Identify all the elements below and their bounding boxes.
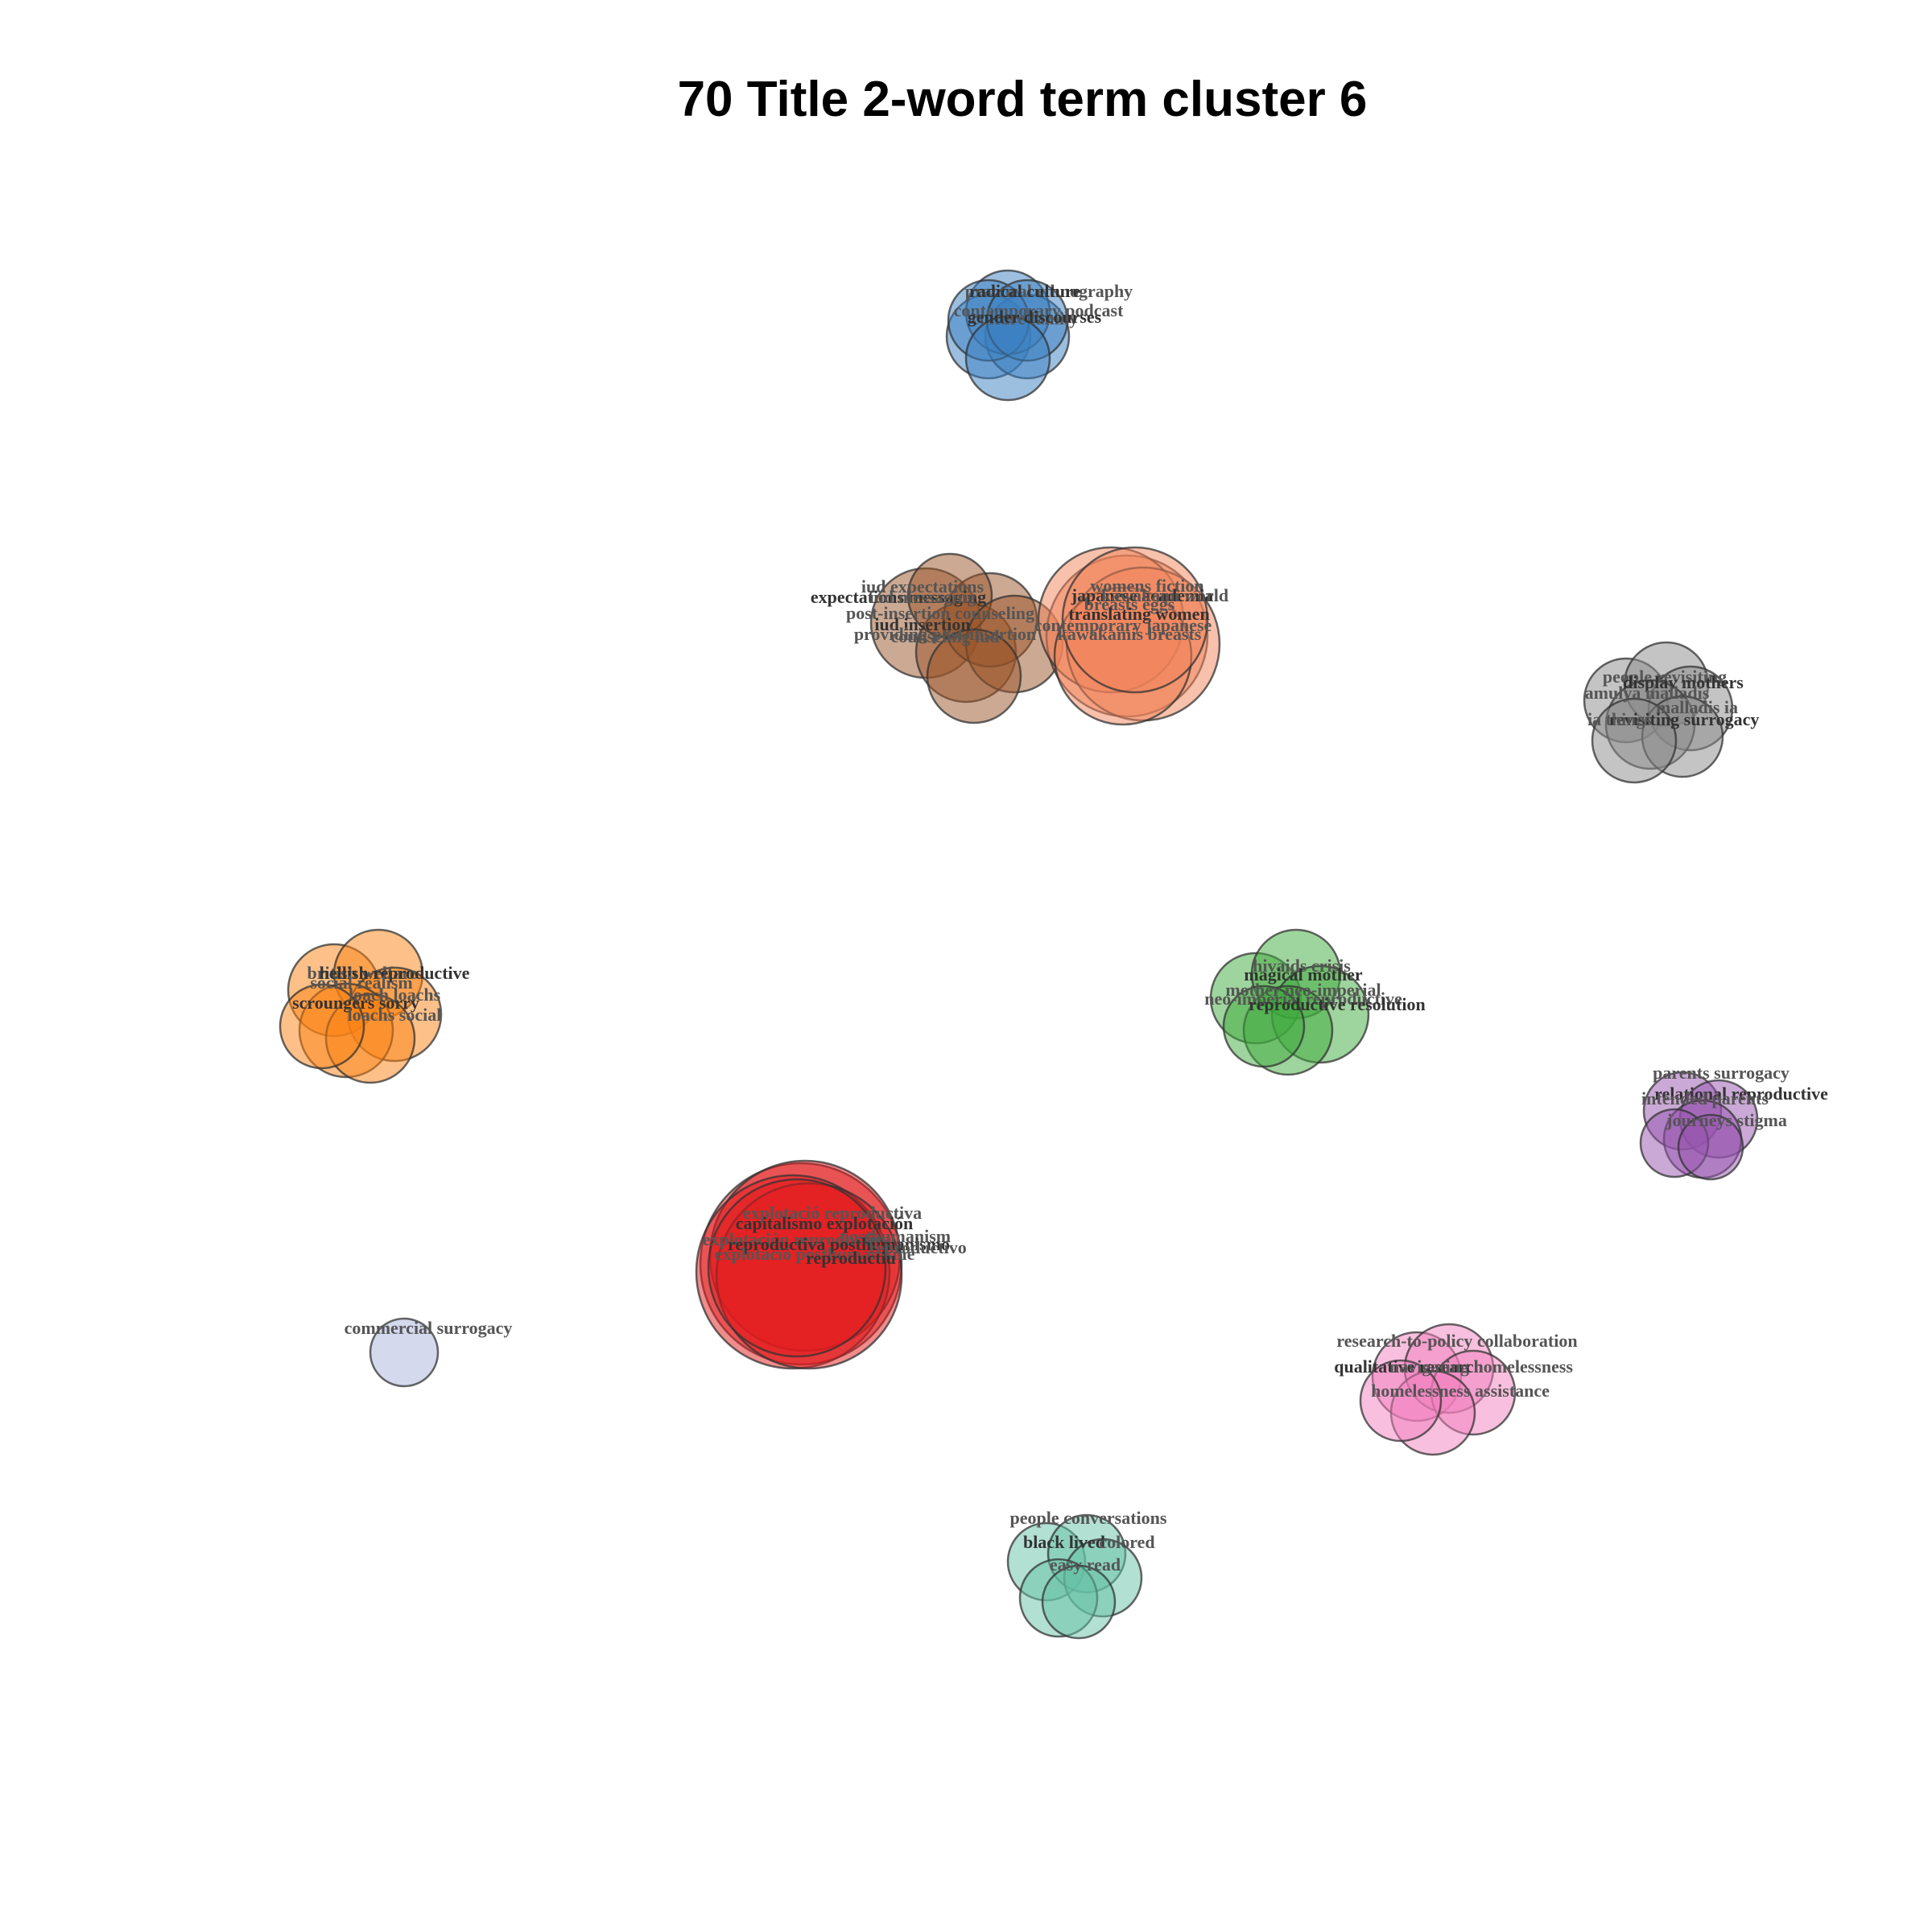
term-label: display mothers <box>1623 672 1744 692</box>
term-label: practical ethnography <box>965 281 1133 301</box>
term-label: explotación reproductiva <box>703 1229 891 1249</box>
term-label: japanese academia <box>1071 585 1214 605</box>
term-label: commercial surrogacy <box>345 1318 513 1338</box>
cluster-red <box>695 1159 903 1370</box>
term-label: explotació posthumanisme <box>715 1244 915 1264</box>
term-label: breasts eggs <box>1084 594 1175 614</box>
term-label: kawakamis breasts <box>1058 624 1202 644</box>
term-label: expectations messaging <box>811 587 986 607</box>
bubble-green-4 <box>1222 985 1306 1068</box>
term-label: hellish reproductive <box>320 963 470 983</box>
term-label: iud messaging <box>869 587 976 607</box>
bubble-red-4 <box>707 1178 887 1358</box>
term-label: people conversations <box>1010 1508 1167 1528</box>
bubble-layer <box>279 269 1759 1640</box>
term-label: neo-imperial reproductive <box>1204 989 1402 1009</box>
term-label: translating women <box>1068 604 1209 624</box>
cluster-green <box>1209 928 1370 1076</box>
term-label: contemporary podcast <box>954 300 1124 320</box>
bubble-purple-4 <box>1677 1113 1744 1181</box>
term-label: mother neo-imperial <box>1225 980 1381 1000</box>
cluster-pink <box>1359 1323 1517 1456</box>
term-label: relational reproductive <box>1654 1084 1828 1104</box>
cluster-gray <box>1583 641 1734 784</box>
cluster-blue <box>945 269 1071 402</box>
term-label: amulya malladis <box>1585 683 1710 703</box>
term-label: intended parents <box>1641 1088 1769 1108</box>
bubble-gray-5 <box>1591 697 1678 784</box>
term-label: easy read <box>1050 1554 1121 1575</box>
term-label: reproductivo <box>869 1237 966 1257</box>
bubble-orange-5 <box>279 983 365 1070</box>
cluster-salmon <box>1037 546 1221 726</box>
term-label: revisiting surrogacy <box>1609 709 1760 729</box>
term-label: malladis ia <box>1656 697 1738 717</box>
term-label: radical culture <box>969 281 1081 301</box>
term-label: colored <box>1099 1532 1154 1552</box>
term-label: journeys stigma <box>1666 1110 1787 1130</box>
term-label: people revisiting <box>1603 667 1727 687</box>
bubble-brown-5 <box>926 628 1022 724</box>
term-label: british welfare <box>307 963 417 983</box>
term-label: navigating homelessness <box>1389 1356 1573 1377</box>
bubble-lavender-0 <box>369 1317 440 1388</box>
cluster-teal <box>1006 1513 1143 1640</box>
term-label: hivaids crisis <box>1253 956 1351 976</box>
cluster-lavender <box>369 1317 440 1388</box>
term-label: parents surrogacy <box>1653 1063 1790 1083</box>
term-label: homelessness assistance <box>1371 1381 1550 1401</box>
term-label: explotació reproductiva <box>743 1203 922 1223</box>
term-label: loachs social <box>348 1005 442 1025</box>
term-label: qualitative research <box>1334 1356 1484 1377</box>
term-label: counseling iud <box>890 626 999 646</box>
bubble-teal-4 <box>1041 1564 1117 1640</box>
term-label: culture family <box>972 308 1078 328</box>
term-label: iud expectations <box>861 576 985 597</box>
term-label: magical mother <box>1244 964 1362 985</box>
chart-title: 70 Title 2-word term cluster 6 <box>677 72 1368 127</box>
term-label: womens fiction <box>1090 576 1203 596</box>
bubble-salmon-4 <box>1061 546 1209 694</box>
term-label: post-insertion counseling <box>846 603 1034 623</box>
term-label: posthumanism <box>840 1226 951 1246</box>
term-label: contemporary japanese <box>1034 615 1212 635</box>
cluster-brown <box>869 552 1064 724</box>
bubble-pink-4 <box>1359 1359 1443 1443</box>
cluster-orange <box>279 928 443 1084</box>
term-label: black lived <box>1023 1532 1105 1552</box>
term-label: reproductive resolution <box>1249 994 1425 1014</box>
term-label: social realism <box>310 972 412 993</box>
term-label: reproductiva posthumanismo <box>728 1234 950 1254</box>
term-label: kawakami world <box>1101 585 1228 605</box>
term-label: research-to-policy collaboration <box>1336 1331 1577 1351</box>
cluster-purple <box>1639 1071 1759 1181</box>
term-label: ia things <box>1587 709 1653 729</box>
term-label: providing post-insertion <box>854 624 1036 644</box>
term-label: scroungers sorry <box>292 993 419 1013</box>
bubble-blue-5 <box>964 315 1051 402</box>
term-label: loach loachs <box>349 985 441 1005</box>
term-label: capitalismo explotación <box>736 1213 914 1233</box>
term-label: gender discourses <box>968 307 1102 327</box>
term-label: iud insertion <box>874 614 970 634</box>
term-label: reproductiu <box>806 1248 896 1268</box>
